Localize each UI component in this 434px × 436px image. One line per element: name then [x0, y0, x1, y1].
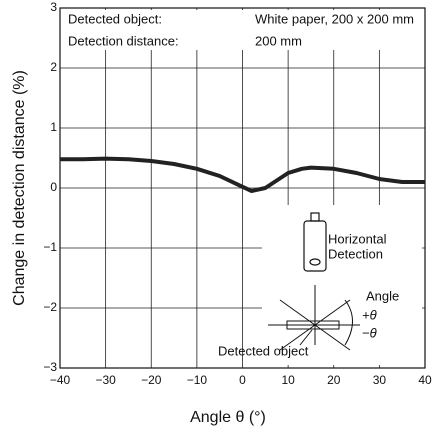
diagram-box: [262, 205, 422, 365]
x-tick-label: −40: [50, 373, 71, 387]
x-tick-label: −10: [187, 373, 208, 387]
annotation: Detection: [328, 246, 383, 261]
y-tick-label: 1: [50, 120, 57, 134]
x-tick-label: 10: [281, 373, 295, 387]
annotation: Detected object: [218, 343, 309, 358]
annotation: Detection distance:: [68, 33, 179, 48]
x-tick-label: −30: [95, 373, 116, 387]
annotation: Detected object:: [68, 11, 162, 26]
sensor-icon: [303, 212, 327, 272]
plot-frame: [59, 7, 426, 369]
annotation: +θ: [362, 307, 377, 322]
x-tick-label: 40: [418, 373, 432, 387]
y-tick-label: 3: [50, 0, 57, 14]
y-tick-label: 2: [50, 60, 57, 74]
annotation: Horizontal: [328, 231, 387, 246]
y-tick-label: −1: [43, 240, 57, 254]
annotation: −θ: [362, 325, 377, 340]
x-tick-label: 0: [239, 373, 246, 387]
angle-diagram: [268, 285, 360, 351]
annotation: Angle: [366, 288, 399, 303]
y-tick-label: −3: [43, 360, 57, 374]
x-axis-label: Angle θ (°): [190, 409, 266, 426]
info-box: [62, 10, 424, 50]
x-tick-label: −20: [141, 373, 162, 387]
y-axis-label: Change in detection distance (%): [11, 70, 28, 306]
y-tick-label: −2: [43, 300, 57, 314]
annotation: 200 mm: [255, 33, 302, 48]
x-tick-label: 30: [373, 373, 387, 387]
annotation: White paper, 200 x 200 mm: [255, 11, 414, 26]
y-tick-label: 0: [50, 180, 57, 194]
data-line: [60, 156, 425, 193]
x-tick-label: 20: [327, 373, 341, 387]
